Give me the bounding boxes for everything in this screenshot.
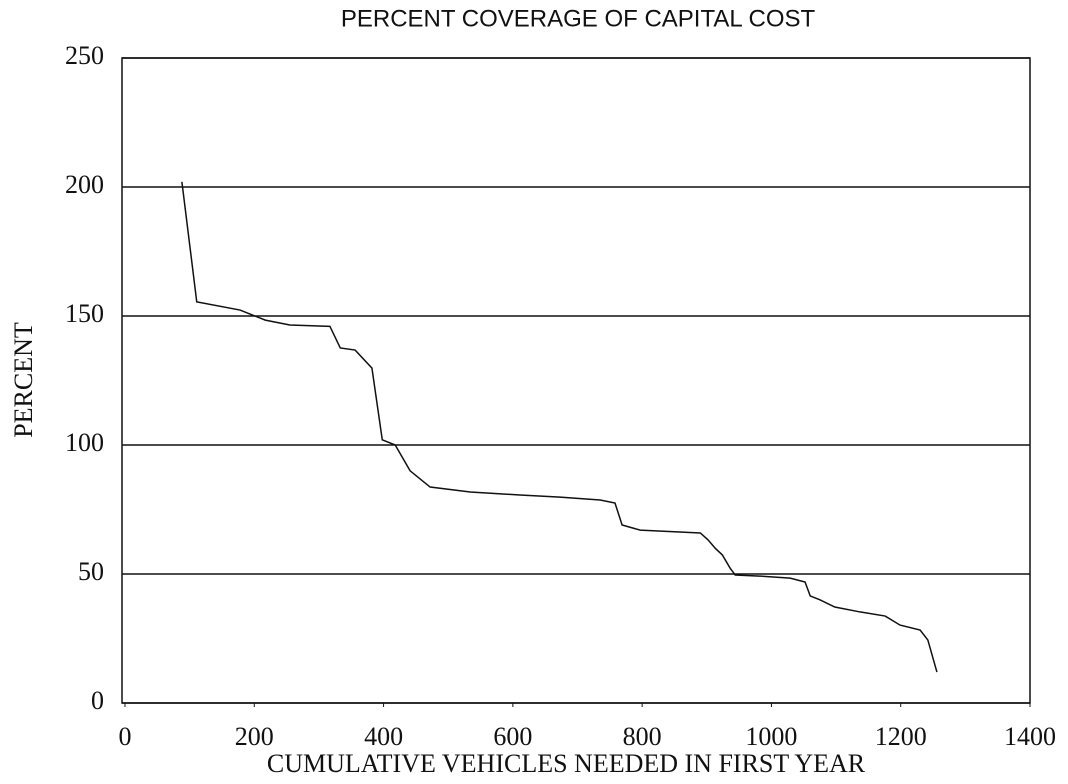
x-tick-label: 1000: [745, 722, 797, 751]
x-tick-label: 400: [364, 722, 403, 751]
x-tick-label: 600: [493, 722, 532, 751]
y-tick-label: 250: [65, 41, 104, 70]
y-axis-label: PERCENT: [9, 322, 38, 438]
y-tick-label: 200: [65, 170, 104, 199]
y-tick-label: 0: [91, 686, 104, 715]
y-tick-label: 150: [65, 299, 104, 328]
y-tick-label: 100: [65, 428, 104, 457]
x-tick-label: 800: [623, 722, 662, 751]
y-tick-label: 50: [78, 557, 104, 586]
x-tick-label: 200: [235, 722, 274, 751]
x-tick-label: 1400: [1004, 722, 1056, 751]
chart-title: PERCENT COVERAGE OF CAPITAL COST: [341, 5, 816, 32]
x-axis-label: CUMULATIVE VEHICLES NEEDED IN FIRST YEAR: [267, 749, 866, 778]
data-line: [181, 181, 938, 673]
x-tick-label: 0: [119, 722, 132, 751]
x-tick-label: 1200: [875, 722, 927, 751]
plot-frame: [121, 57, 1031, 704]
